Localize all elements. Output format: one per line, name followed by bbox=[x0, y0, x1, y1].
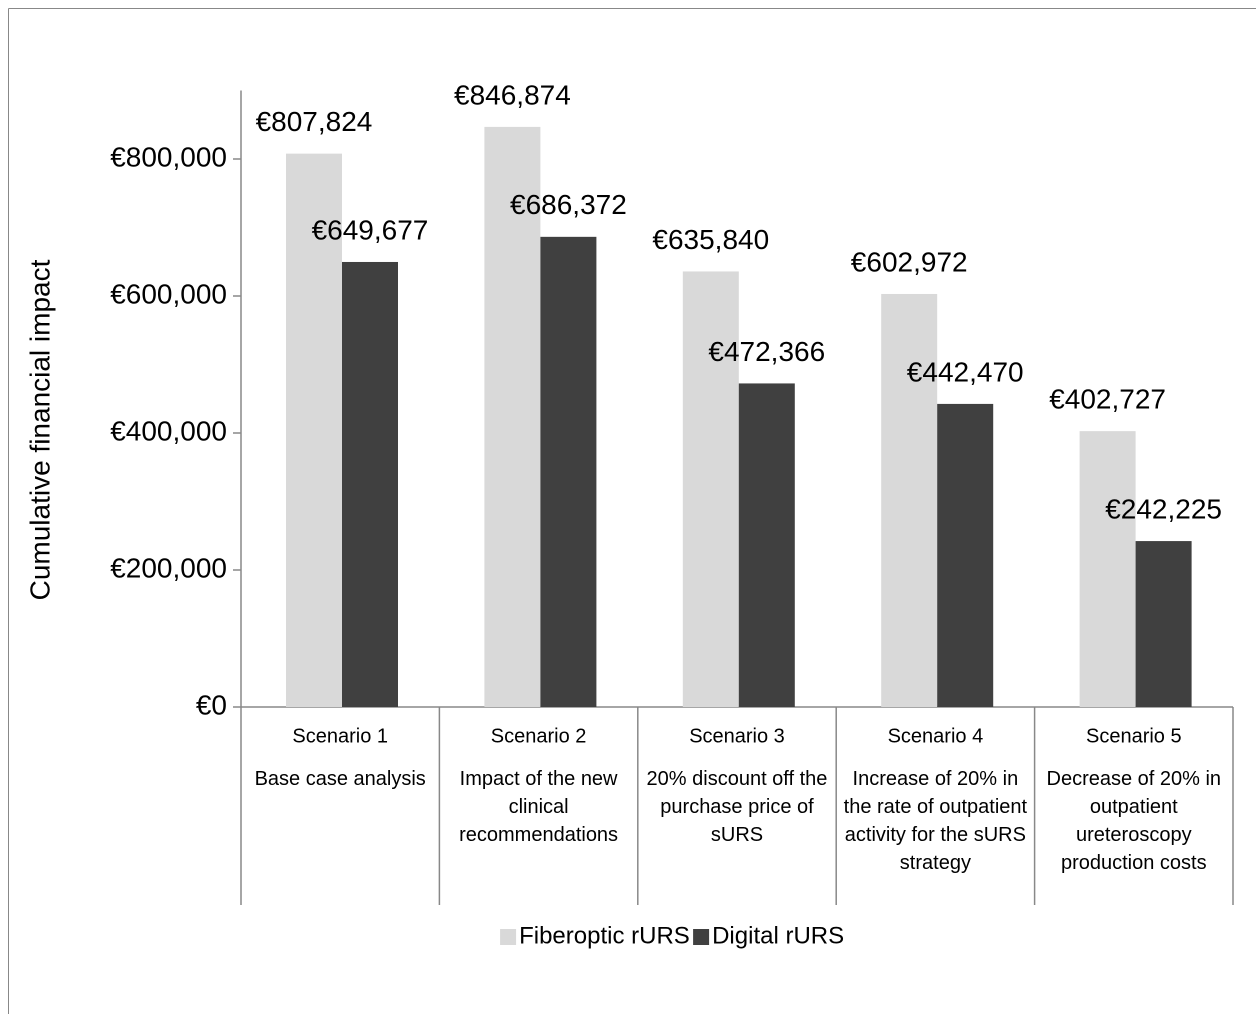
bar bbox=[484, 126, 541, 708]
bar bbox=[1135, 541, 1192, 707]
legend-label: Fiberoptic rURS bbox=[519, 922, 690, 949]
x-tick-label: Scenario 3 bbox=[689, 725, 785, 747]
category-description: Base case analysis bbox=[254, 768, 426, 790]
data-label: €846,874 bbox=[454, 79, 571, 110]
data-label: €686,372 bbox=[510, 189, 627, 220]
legend-swatch bbox=[693, 929, 710, 945]
legend-label: Digital rURS bbox=[712, 922, 844, 949]
bar bbox=[342, 261, 398, 707]
legend-swatch bbox=[500, 929, 517, 945]
y-axis-label: Cumulative financial impact bbox=[24, 259, 55, 600]
x-tick-label: Scenario 1 bbox=[292, 725, 388, 747]
y-tick-label: €0 bbox=[196, 689, 227, 720]
data-label: €649,677 bbox=[312, 214, 429, 245]
data-label: €472,366 bbox=[708, 336, 825, 367]
category-description: Increase of 20% in the rate of outpatien… bbox=[843, 768, 1028, 874]
data-label: €807,824 bbox=[256, 106, 373, 137]
data-label: €602,972 bbox=[851, 246, 968, 277]
bar bbox=[738, 383, 795, 707]
y-tick-label: €400,000 bbox=[110, 415, 227, 446]
bar bbox=[540, 236, 597, 707]
x-tick-label: Scenario 2 bbox=[491, 725, 587, 747]
bar bbox=[881, 293, 938, 707]
x-tick-label: Scenario 4 bbox=[888, 725, 984, 747]
data-label: €402,727 bbox=[1049, 384, 1166, 415]
data-label: €442,470 bbox=[907, 356, 1024, 387]
x-tick-label: Scenario 5 bbox=[1086, 725, 1182, 747]
category-description: Decrease of 20% in outpatient ureterosco… bbox=[1046, 768, 1222, 874]
bar bbox=[937, 403, 994, 707]
y-tick-label: €600,000 bbox=[110, 278, 227, 309]
y-tick-label: €800,000 bbox=[110, 141, 227, 172]
bar bbox=[286, 153, 342, 707]
category-description: Impact of the new clinical recommendatio… bbox=[459, 768, 619, 846]
data-label: €635,840 bbox=[652, 224, 769, 255]
bar bbox=[682, 271, 739, 707]
data-label: €242,225 bbox=[1105, 493, 1222, 524]
bar bbox=[1079, 431, 1136, 707]
category-description: 20% discount off the purchase price of s… bbox=[646, 768, 828, 846]
y-tick-label: €200,000 bbox=[110, 552, 227, 583]
